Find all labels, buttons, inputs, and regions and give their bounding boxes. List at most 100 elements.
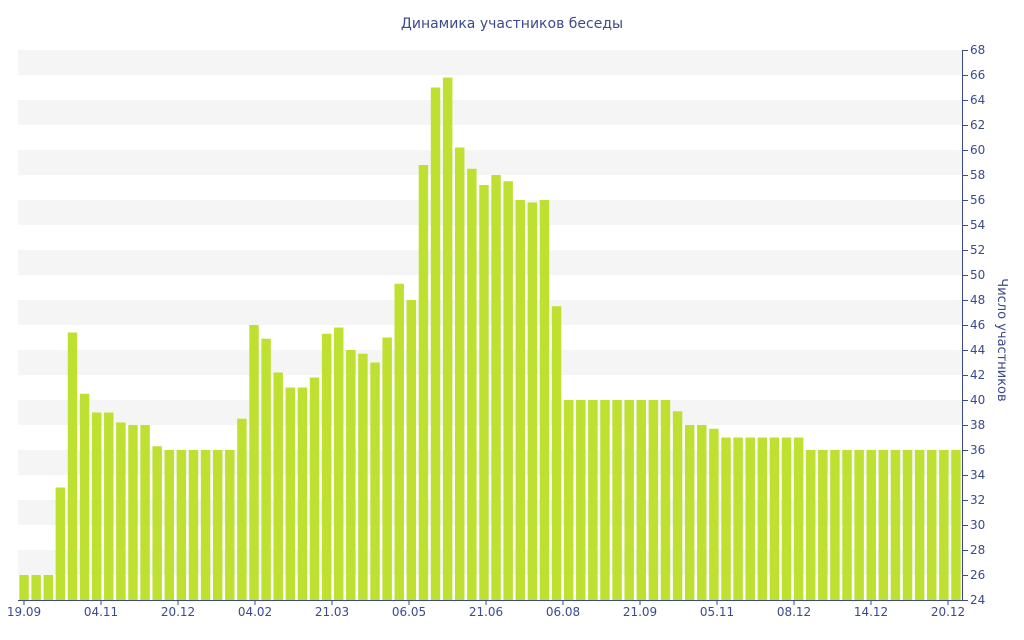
bar	[890, 450, 901, 600]
bar	[515, 200, 525, 600]
x-tick-label: 14.12	[854, 605, 888, 619]
bar	[806, 450, 816, 600]
y-tick-label: 52	[970, 243, 985, 257]
bar	[200, 450, 211, 600]
chart-title: Динамика участников беседы	[401, 16, 623, 32]
bar	[866, 450, 876, 600]
bar	[793, 437, 804, 600]
bar	[128, 425, 138, 600]
x-tick-label: 06.05	[392, 605, 426, 619]
bar	[624, 400, 634, 600]
x-tick-label: 19.09	[7, 605, 41, 619]
y-tick-label: 28	[970, 543, 985, 557]
bar	[927, 450, 937, 600]
bar	[902, 450, 913, 600]
bar	[539, 200, 550, 600]
y-tick-label: 68	[970, 43, 985, 57]
grid-band	[18, 300, 962, 325]
bar	[745, 437, 755, 600]
bar-series	[19, 77, 961, 600]
bar	[394, 283, 404, 600]
bar	[152, 446, 162, 600]
bar	[721, 437, 731, 600]
x-tick-label: 21.06	[469, 605, 503, 619]
bar	[91, 412, 102, 600]
y-tick-label: 44	[970, 343, 985, 357]
y-tick-label: 46	[970, 318, 985, 332]
bar	[648, 400, 659, 600]
grid-band	[18, 100, 962, 125]
grid-band	[18, 200, 962, 225]
bar	[212, 450, 223, 600]
y-tick-label: 24	[970, 593, 985, 607]
bar	[854, 450, 864, 600]
bar	[697, 425, 707, 600]
bar	[527, 202, 538, 600]
y-tick-label: 50	[970, 268, 985, 282]
bar	[261, 338, 271, 600]
bar	[612, 400, 622, 600]
x-tick-label: 21.03	[315, 605, 349, 619]
bar	[309, 377, 320, 600]
y-tick-label: 34	[970, 468, 985, 482]
bar	[503, 181, 513, 600]
bar	[55, 487, 66, 600]
bar	[878, 450, 889, 600]
x-tick-label: 08.12	[777, 605, 811, 619]
bar	[491, 175, 501, 600]
y-tick-label: 66	[970, 68, 985, 82]
bar	[164, 450, 174, 600]
x-tick-label: 20.12	[931, 605, 965, 619]
bar	[951, 450, 961, 600]
bar	[116, 422, 126, 600]
y-tick-label: 30	[970, 518, 985, 532]
bar	[225, 450, 235, 600]
grid-band	[18, 450, 962, 475]
x-tick-label: 04.02	[238, 605, 272, 619]
bar	[442, 77, 453, 600]
bar	[479, 185, 489, 600]
bar	[551, 306, 562, 600]
y-tick-label: 32	[970, 493, 985, 507]
bar	[358, 353, 368, 600]
bar	[346, 350, 356, 600]
bar	[249, 325, 259, 600]
y-axis-title: Число участников	[994, 278, 1009, 401]
bar	[781, 437, 792, 600]
bar	[19, 575, 29, 600]
x-axis-ticks: 19.09 04.11 20.12 04.02 21.03 06.05 21.06 06.08…	[7, 600, 965, 619]
bar	[406, 300, 417, 600]
x-tick-label: 20.12	[161, 605, 195, 619]
bar	[370, 362, 380, 600]
y-tick-label: 64	[970, 93, 985, 107]
bar	[104, 412, 114, 600]
bar	[830, 450, 840, 600]
bar	[733, 437, 743, 600]
bar	[188, 450, 199, 600]
grid-band	[18, 400, 962, 425]
bar	[321, 333, 332, 600]
y-tick-label: 38	[970, 418, 985, 432]
bar	[43, 575, 53, 600]
bar	[576, 400, 586, 600]
bar	[709, 428, 719, 600]
bar	[297, 387, 308, 600]
bar	[31, 575, 41, 600]
bar	[140, 425, 150, 600]
bar	[176, 450, 187, 600]
grid-band	[18, 550, 962, 575]
bar	[418, 165, 429, 600]
y-tick-label: 56	[970, 193, 985, 207]
y-tick-label: 36	[970, 443, 985, 457]
grid-band	[18, 500, 962, 525]
y-axis-ticks: 24 26 28 30 32 34 36 38 40 42 44 46 48 50 52 54 56 58 60 62…	[962, 43, 985, 607]
y-tick-label: 58	[970, 168, 985, 182]
bar	[757, 437, 768, 600]
grid-band	[18, 150, 962, 175]
y-tick-label: 26	[970, 568, 985, 582]
bar	[273, 372, 283, 600]
grid-band	[18, 350, 962, 375]
x-tick-label: 05.11	[700, 605, 734, 619]
bar	[467, 168, 477, 600]
